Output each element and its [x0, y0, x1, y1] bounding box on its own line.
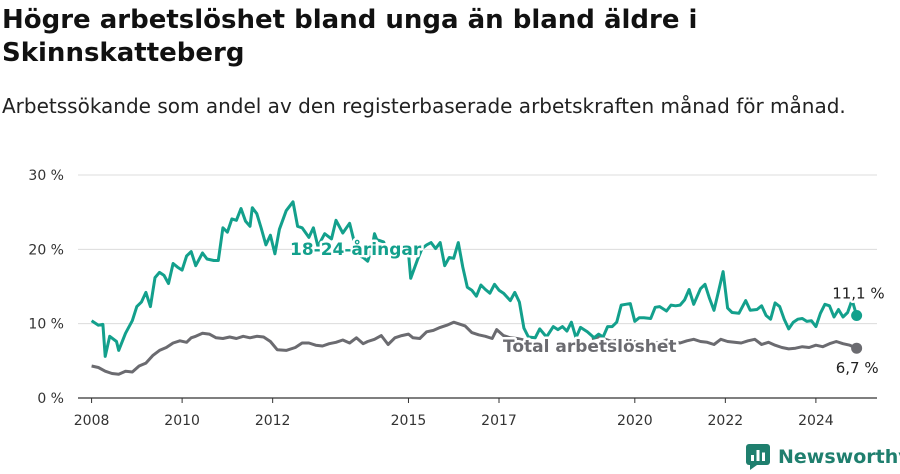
series-line-young	[90, 200, 859, 358]
series-end-marker-total	[851, 342, 863, 354]
y-tick-label: 0 %	[37, 391, 64, 407]
gridlines	[78, 174, 877, 325]
end-value-label-young: 11,1 %	[832, 284, 884, 302]
series-label-total: Total arbetslöshet	[503, 337, 677, 357]
x-tick-label: 2010	[164, 413, 200, 429]
x-tick-label: 2024	[798, 413, 834, 429]
x-tick-label: 2022	[708, 413, 744, 429]
end-value-label-total: 6,7 %	[836, 359, 879, 377]
y-tick-label: 20 %	[28, 242, 64, 258]
x-tick-label: 2015	[391, 413, 427, 429]
chart-subtitle: Arbetssökande som andel av den registerb…	[2, 94, 846, 118]
label-layer: 18-24-åringar Total arbetslöshet 11,1 % 6,7…	[288, 236, 888, 380]
series-line-total	[91, 320, 525, 376]
axes: 0 % 10 % 20 % 30 % 2008 2010 2012 2015 2017 2020 2…	[28, 168, 877, 429]
y-tick-label: 10 %	[28, 317, 64, 333]
brand: Newsworthy	[746, 442, 900, 472]
series-label-young: 18-24-åringar	[290, 238, 422, 260]
y-tick-label: 30 %	[28, 168, 64, 184]
brand-name: Newsworthy	[778, 446, 900, 468]
x-tick-label: 2012	[255, 413, 291, 429]
chart-title: Högre arbetslöshet bland unga än bland ä…	[2, 5, 698, 68]
series-line-total	[591, 335, 858, 351]
newsworthy-logo-icon	[746, 444, 770, 470]
x-tick-label: 2008	[74, 413, 110, 429]
x-tick-label: 2017	[481, 413, 517, 429]
x-tick-label: 2020	[617, 413, 653, 429]
series-layer	[90, 200, 863, 376]
series-end-marker-young	[851, 309, 863, 321]
